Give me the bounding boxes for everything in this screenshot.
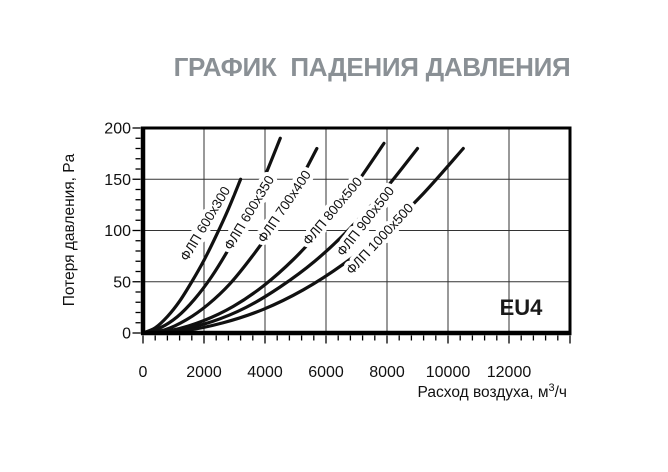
series-label-1: ФЛП 600x300 bbox=[177, 184, 233, 264]
series-curve-5 bbox=[141, 146, 420, 335]
x-tick-label: 12000 bbox=[487, 364, 532, 381]
y-tick-label: 200 bbox=[104, 121, 131, 138]
series-curve-3 bbox=[141, 146, 319, 335]
filter-class-badge: EU4 bbox=[500, 295, 544, 320]
chart-title: ГРАФИК ПАДЕНИЯ ДАВЛЕНИЯ bbox=[173, 52, 571, 82]
series-curve-6 bbox=[141, 146, 465, 335]
y-tick-label: 100 bbox=[104, 223, 131, 240]
series-curve-2 bbox=[141, 136, 282, 335]
y-tick-label: 0 bbox=[122, 326, 131, 343]
x-axis-label: Расход воздуха, м3/ч bbox=[418, 382, 567, 401]
x-tick-label: 6000 bbox=[308, 364, 344, 381]
x-tick-label: 2000 bbox=[186, 364, 222, 381]
y-tick-label: 150 bbox=[104, 172, 131, 189]
y-tick-label: 50 bbox=[113, 274, 131, 291]
x-tick-label: 10000 bbox=[426, 364, 471, 381]
y-axis-label: Потеря давления, Pa bbox=[61, 153, 78, 306]
series-curve-1 bbox=[141, 177, 243, 335]
x-tick-label: 8000 bbox=[369, 364, 405, 381]
x-tick-label: 4000 bbox=[247, 364, 283, 381]
x-tick-label: 0 bbox=[139, 364, 148, 381]
